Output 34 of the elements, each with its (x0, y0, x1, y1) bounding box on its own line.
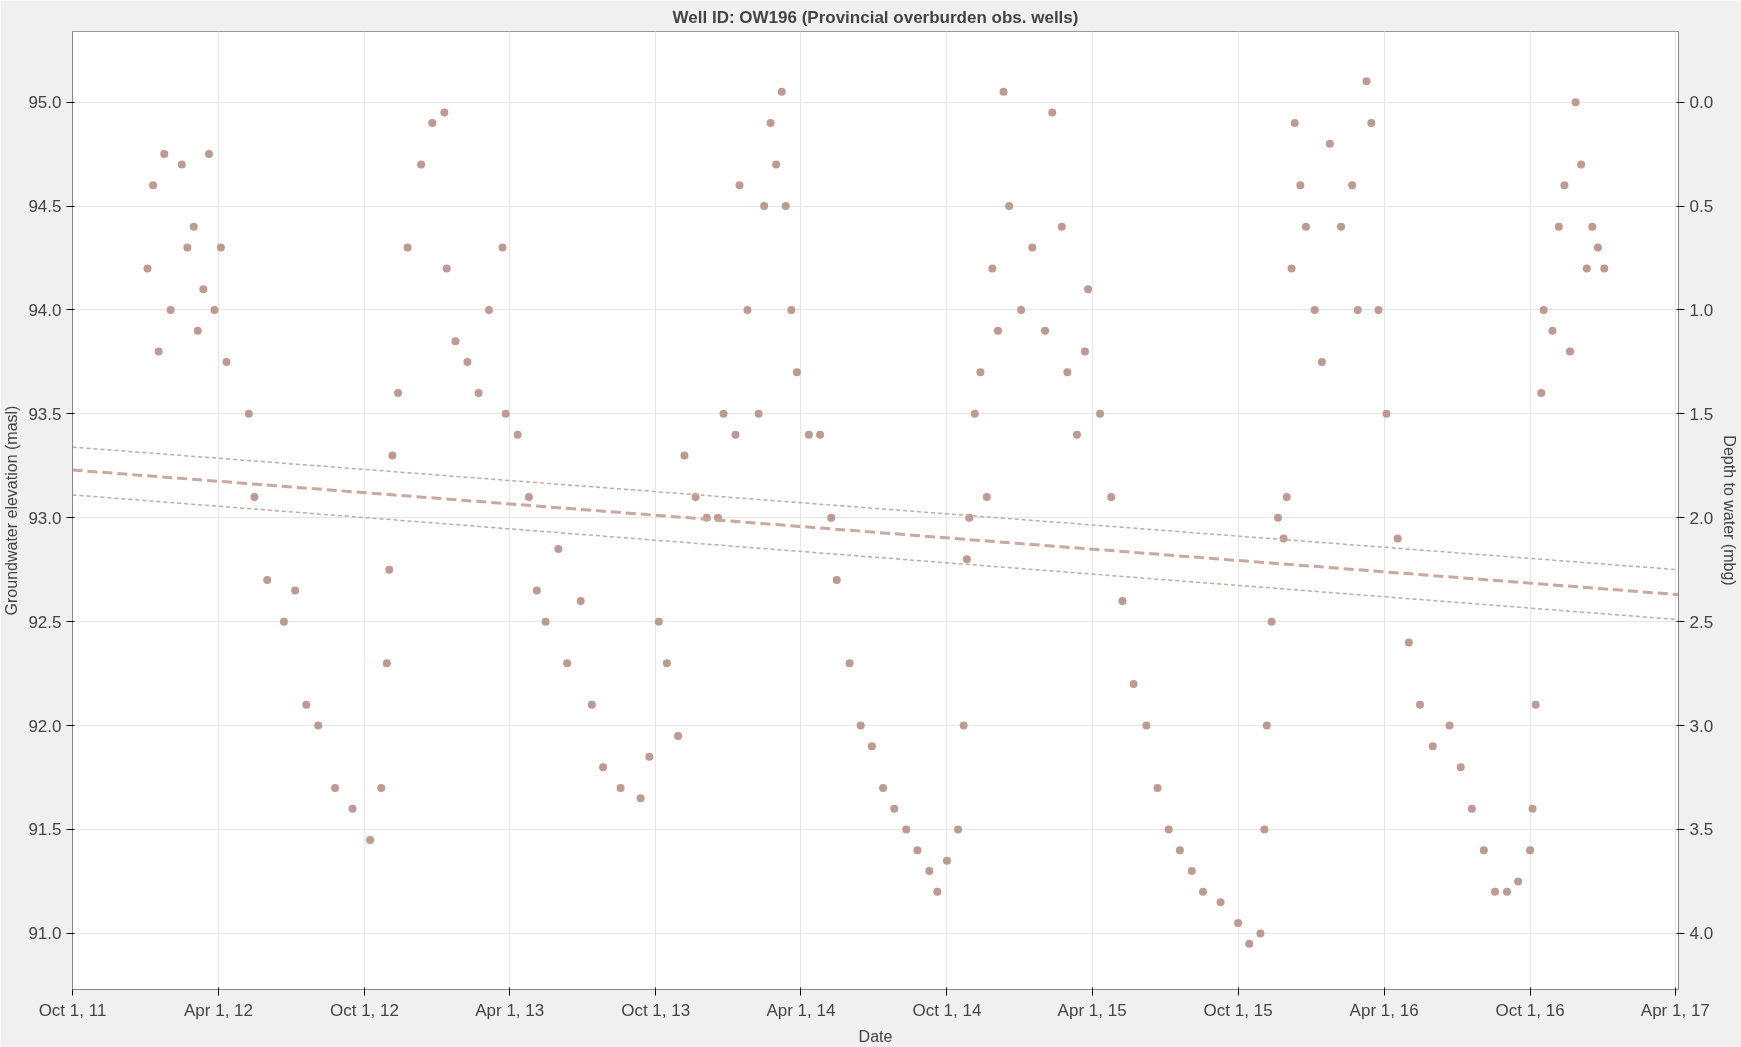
x-tick-label: Oct 1, 16 (1495, 1000, 1565, 1020)
y2-tick-label: 4.0 (1689, 924, 1714, 944)
y2-tick-label: 0.0 (1689, 93, 1714, 113)
x-axis-title: Date (858, 1027, 893, 1045)
y-tick-label: 92.0 (28, 716, 62, 736)
y-axis-title: Groundwater elevation (masl) (3, 405, 21, 616)
y2-tick-label: 3.0 (1689, 716, 1714, 736)
y-tick-label: 91.0 (28, 924, 62, 944)
x-tick-label: Apr 1, 14 (766, 1000, 836, 1020)
y-tick-label: 93.0 (28, 508, 62, 528)
y2-tick-label: 1.0 (1689, 300, 1714, 320)
y-tick-label: 95.0 (28, 93, 62, 113)
x-tick-label: Oct 1, 14 (912, 1000, 982, 1020)
x-tick-label: Apr 1, 17 (1640, 1000, 1710, 1020)
x-tick-label: Oct 1, 13 (621, 1000, 691, 1020)
x-tick-label: Apr 1, 12 (184, 1000, 254, 1020)
y2-tick-label: 2.5 (1689, 612, 1714, 632)
y2-tick-label: 2.0 (1689, 508, 1714, 528)
x-tick-label: Oct 1, 11 (38, 1000, 107, 1020)
x-tick-label: Oct 1, 15 (1203, 1000, 1273, 1020)
y-tick-label: 91.5 (28, 820, 62, 840)
x-tick-label: Oct 1, 12 (330, 1000, 399, 1020)
chart-title: Well ID: OW196 (Provincial overburden obs. wells) (672, 7, 1079, 27)
y2-tick-label: 3.5 (1689, 820, 1714, 840)
y-tick-label: 92.5 (28, 612, 62, 632)
x-tick-label: Apr 1, 13 (475, 1000, 545, 1020)
y-tick-label: 93.5 (28, 404, 62, 424)
y-tick-label: 94.0 (28, 300, 62, 320)
y2-axis-title: Depth to water (mbg) (1721, 435, 1739, 586)
x-tick-label: Apr 1, 16 (1349, 1000, 1419, 1020)
y2-tick-label: 0.5 (1689, 197, 1714, 217)
x-tick-label: Apr 1, 15 (1057, 1000, 1127, 1020)
y2-tick-label: 1.5 (1689, 404, 1714, 424)
y-tick-label: 94.5 (28, 197, 62, 217)
